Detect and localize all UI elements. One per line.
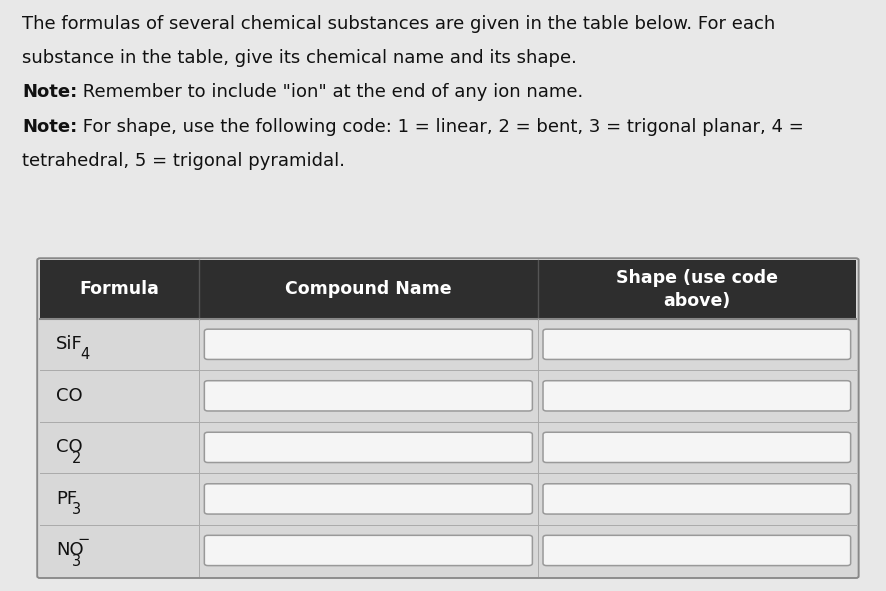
Text: Formula: Formula xyxy=(80,280,159,298)
Text: substance in the table, give its chemical name and its shape.: substance in the table, give its chemica… xyxy=(22,49,577,67)
FancyBboxPatch shape xyxy=(40,421,198,473)
Text: PF: PF xyxy=(56,490,77,508)
FancyBboxPatch shape xyxy=(40,525,198,576)
FancyBboxPatch shape xyxy=(40,473,198,525)
Text: NO: NO xyxy=(56,541,83,560)
FancyBboxPatch shape xyxy=(204,484,532,514)
FancyBboxPatch shape xyxy=(542,484,850,514)
Text: 2: 2 xyxy=(72,450,82,466)
FancyBboxPatch shape xyxy=(40,319,198,370)
FancyBboxPatch shape xyxy=(204,329,532,359)
Text: CO: CO xyxy=(56,387,82,405)
Text: CO: CO xyxy=(56,439,82,456)
Text: Shape (use code
above): Shape (use code above) xyxy=(615,269,777,310)
Text: 3: 3 xyxy=(72,502,81,517)
Text: 3: 3 xyxy=(72,554,81,569)
Text: tetrahedral, 5 = trigonal pyramidal.: tetrahedral, 5 = trigonal pyramidal. xyxy=(22,152,345,170)
Text: −: − xyxy=(78,532,90,547)
Text: The formulas of several chemical substances are given in the table below. For ea: The formulas of several chemical substan… xyxy=(22,15,774,33)
Text: Note:: Note: xyxy=(22,83,77,101)
Text: 4: 4 xyxy=(80,348,89,362)
FancyBboxPatch shape xyxy=(542,535,850,566)
FancyBboxPatch shape xyxy=(40,260,855,319)
FancyBboxPatch shape xyxy=(542,381,850,411)
FancyBboxPatch shape xyxy=(40,370,198,421)
FancyBboxPatch shape xyxy=(204,535,532,566)
FancyBboxPatch shape xyxy=(204,432,532,463)
Text: Remember to include "ion" at the end of any ion name.: Remember to include "ion" at the end of … xyxy=(77,83,583,101)
FancyBboxPatch shape xyxy=(542,329,850,359)
FancyBboxPatch shape xyxy=(204,381,532,411)
Text: Note:: Note: xyxy=(22,118,77,135)
FancyBboxPatch shape xyxy=(542,432,850,463)
FancyBboxPatch shape xyxy=(37,258,858,578)
Text: SiF: SiF xyxy=(56,335,82,353)
Text: For shape, use the following code: 1 = linear, 2 = bent, 3 = trigonal planar, 4 : For shape, use the following code: 1 = l… xyxy=(77,118,803,135)
Text: Compound Name: Compound Name xyxy=(284,280,451,298)
